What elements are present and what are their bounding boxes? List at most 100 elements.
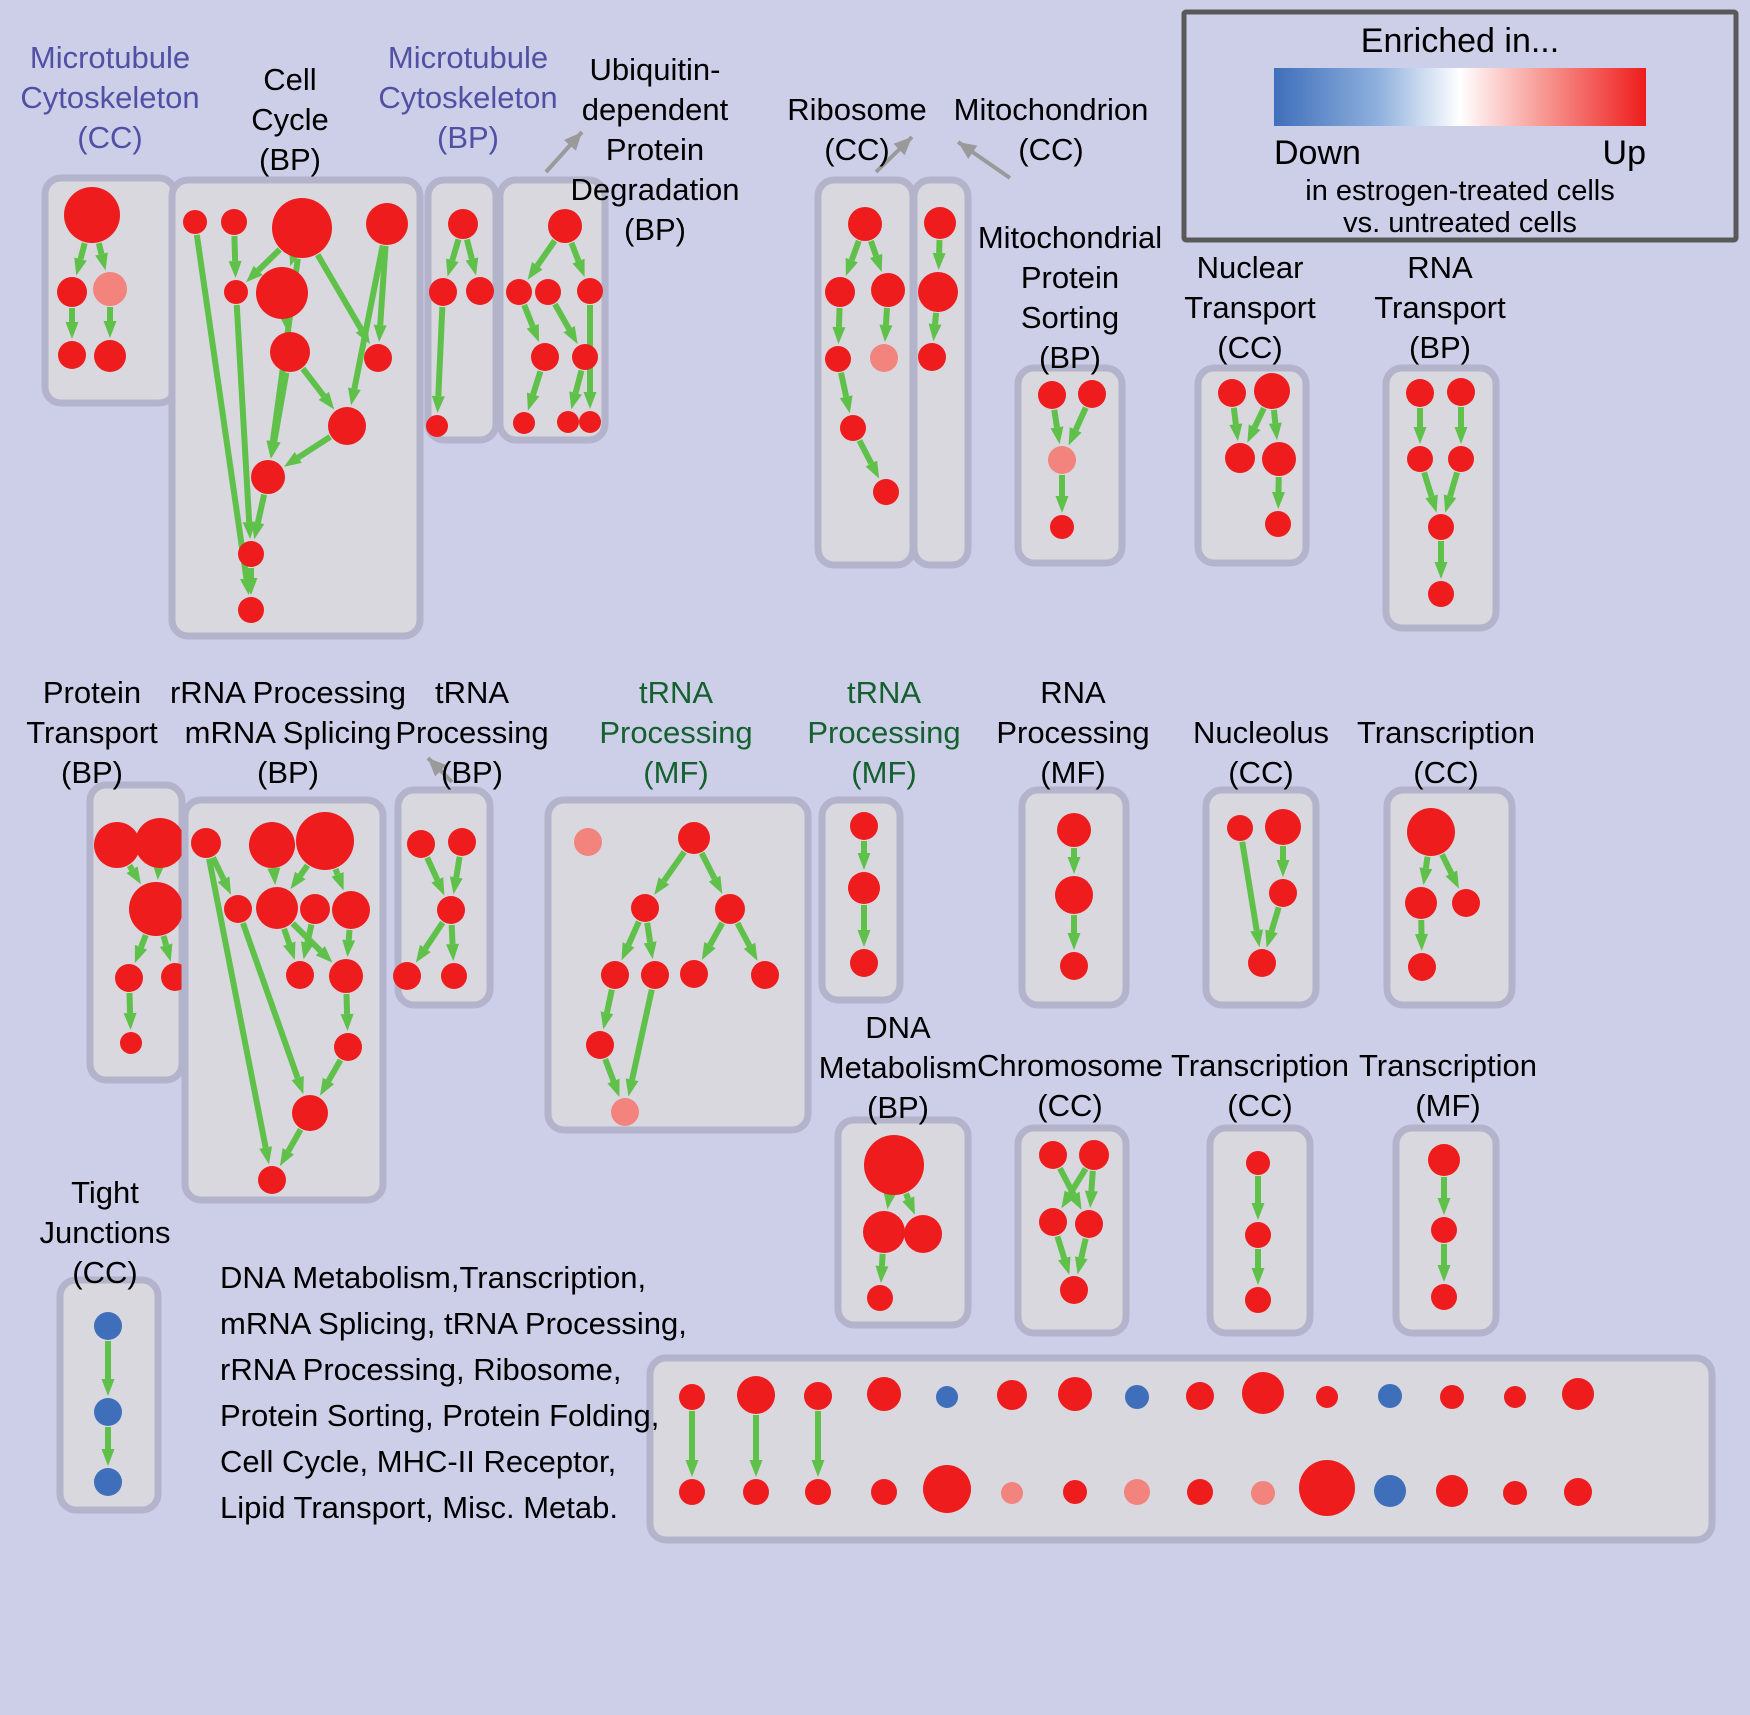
gene-node[interactable] <box>1245 1222 1271 1248</box>
gene-node[interactable] <box>680 960 708 988</box>
gene-node[interactable] <box>328 407 366 445</box>
gene-node[interactable] <box>191 828 221 858</box>
gene-node[interactable] <box>923 1465 971 1513</box>
gene-node[interactable] <box>221 209 247 235</box>
gene-node[interactable] <box>1001 1482 1023 1504</box>
gene-node[interactable] <box>249 822 295 868</box>
gene-node[interactable] <box>1503 1481 1527 1505</box>
gene-node[interactable] <box>1039 1208 1067 1236</box>
gene-node[interactable] <box>873 479 899 505</box>
gene-node[interactable] <box>64 187 120 243</box>
cluster-transcription-mf[interactable]: Transcription (MF) <box>1359 1048 1537 1337</box>
cluster-rna-transport-bp[interactable]: RNA Transport (BP) <box>1374 250 1506 632</box>
gene-node[interactable] <box>1408 953 1436 981</box>
gene-node[interactable] <box>1048 446 1076 474</box>
gene-node[interactable] <box>1262 442 1296 476</box>
gene-node[interactable] <box>1407 808 1455 856</box>
gene-node[interactable] <box>1254 373 1290 409</box>
gene-node[interactable] <box>871 273 905 307</box>
gene-node[interactable] <box>366 203 408 245</box>
gene-node[interactable] <box>286 961 314 989</box>
gene-node[interactable] <box>251 460 285 494</box>
gene-node[interactable] <box>1125 1385 1149 1409</box>
gene-node[interactable] <box>238 597 264 623</box>
gene-node[interactable] <box>393 962 421 990</box>
gene-node[interactable] <box>574 828 602 856</box>
gene-node[interactable] <box>94 822 140 868</box>
gene-node[interactable] <box>94 1398 122 1426</box>
gene-node[interactable] <box>437 896 465 924</box>
gene-node[interactable] <box>804 1382 832 1410</box>
gene-node[interactable] <box>1186 1382 1214 1410</box>
gene-node[interactable] <box>1440 1385 1464 1409</box>
gene-node[interactable] <box>825 277 855 307</box>
cluster-rrna-processing-mrna-splicing-bp[interactable]: rRNA Processing mRNA Splicing (BP) <box>170 675 406 1204</box>
gene-node[interactable] <box>825 346 851 372</box>
gene-node[interactable] <box>224 895 252 923</box>
gene-node[interactable] <box>441 963 467 989</box>
gene-node[interactable] <box>300 894 330 924</box>
gene-node[interactable] <box>850 812 878 840</box>
gene-node[interactable] <box>1316 1386 1338 1408</box>
gene-node[interactable] <box>1431 1284 1457 1310</box>
gene-node[interactable] <box>1245 1287 1271 1313</box>
gene-node[interactable] <box>743 1479 769 1505</box>
gene-node[interactable] <box>557 411 579 433</box>
gene-node[interactable] <box>364 344 392 372</box>
gene-node[interactable] <box>135 818 185 868</box>
gene-node[interactable] <box>1058 1377 1092 1411</box>
gene-node[interactable] <box>1265 511 1291 537</box>
gene-node[interactable] <box>867 1285 893 1311</box>
gene-node[interactable] <box>1063 1480 1087 1504</box>
gene-node[interactable] <box>679 1384 705 1410</box>
gene-node[interactable] <box>1564 1478 1592 1506</box>
gene-node[interactable] <box>183 210 207 234</box>
gene-node[interactable] <box>863 1211 905 1253</box>
cluster-trna-processing-mf-left[interactable]: tRNA Processing (MF) <box>544 675 812 1134</box>
cluster-chromosome-cc[interactable]: Chromosome (CC) <box>977 1048 1163 1337</box>
gene-node[interactable] <box>579 411 601 433</box>
cluster-ubiquitin-protein-degradation-bp[interactable]: Ubiquitin-dependent Protein Degradation (BP… <box>496 52 739 444</box>
gene-node[interactable] <box>1075 1210 1103 1238</box>
gene-node[interactable] <box>1242 1372 1284 1414</box>
gene-node[interactable] <box>997 1380 1027 1410</box>
gene-node[interactable] <box>1038 381 1066 409</box>
gene-node[interactable] <box>94 340 126 372</box>
gene-node[interactable] <box>94 1312 122 1340</box>
gene-node[interactable] <box>93 272 127 306</box>
gene-node[interactable] <box>129 882 183 936</box>
gene-node[interactable] <box>918 272 958 312</box>
gene-node[interactable] <box>292 1095 328 1131</box>
gene-node[interactable] <box>631 894 659 922</box>
gene-node[interactable] <box>1248 949 1276 977</box>
gene-node[interactable] <box>1428 1144 1460 1176</box>
gene-node[interactable] <box>1079 1140 1109 1170</box>
gene-node[interactable] <box>864 1135 924 1195</box>
gene-node[interactable] <box>848 872 880 904</box>
gene-node[interactable] <box>1060 1276 1088 1304</box>
gene-node[interactable] <box>1407 446 1433 472</box>
gene-node[interactable] <box>548 209 582 243</box>
gene-node[interactable] <box>1057 813 1091 847</box>
gene-node[interactable] <box>1447 378 1475 406</box>
cluster-trna-processing-bp[interactable]: tRNA Processing (BP) <box>393 675 549 1009</box>
cluster-mitochondrial-protein-sorting-bp[interactable]: Mitochondrial Protein Sorting (BP) <box>978 220 1162 567</box>
gene-node[interactable] <box>1187 1479 1213 1505</box>
gene-node[interactable] <box>1406 379 1434 407</box>
gene-node[interactable] <box>1246 1151 1270 1175</box>
gene-node[interactable] <box>1124 1479 1150 1505</box>
gene-node[interactable] <box>256 887 298 929</box>
gene-node[interactable] <box>115 964 143 992</box>
gene-node[interactable] <box>531 343 559 371</box>
gene-node[interactable] <box>679 1479 705 1505</box>
gene-node[interactable] <box>850 949 878 977</box>
gene-node[interactable] <box>1060 952 1088 980</box>
gene-node[interactable] <box>904 1215 942 1253</box>
cluster-ribosome-cc[interactable]: Ribosome (CC) <box>787 92 927 569</box>
gene-node[interactable] <box>1055 876 1093 914</box>
gene-node[interactable] <box>1050 515 1074 539</box>
gene-node[interactable] <box>870 344 898 372</box>
gene-node[interactable] <box>840 415 866 441</box>
gene-node[interactable] <box>1452 889 1480 917</box>
gene-node[interactable] <box>1265 809 1301 845</box>
